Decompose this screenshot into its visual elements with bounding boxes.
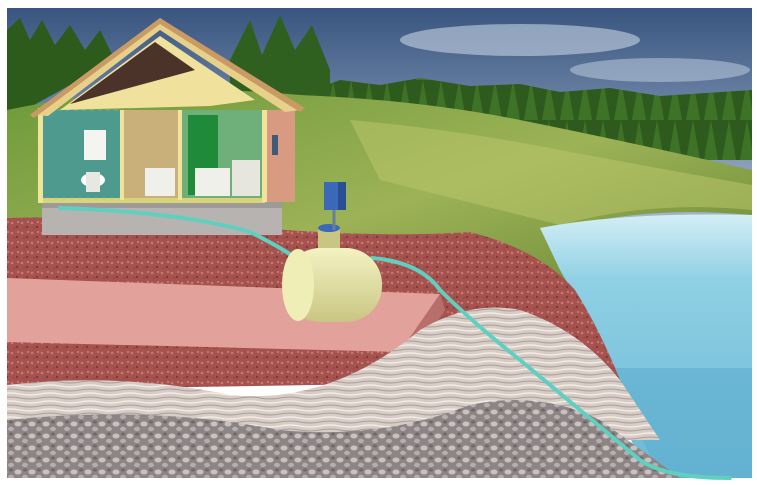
toilet-tank bbox=[84, 130, 106, 160]
sink-counter bbox=[232, 160, 260, 196]
house-drain-pipe bbox=[58, 206, 302, 264]
roof bbox=[30, 18, 300, 116]
toilet-base bbox=[86, 172, 100, 192]
effluent-pipe bbox=[370, 256, 732, 480]
house-floor bbox=[40, 195, 265, 203]
washer bbox=[145, 168, 175, 196]
house-frame-left bbox=[38, 108, 43, 203]
tank-riser-top bbox=[318, 224, 340, 232]
tank-riser bbox=[318, 228, 340, 248]
bedrock-layer bbox=[7, 400, 680, 478]
septic-tank-end bbox=[282, 249, 314, 321]
attic-dark bbox=[70, 42, 195, 104]
dishwasher bbox=[195, 168, 230, 196]
cloud bbox=[570, 58, 750, 82]
riser-box-side bbox=[338, 182, 346, 210]
partition bbox=[262, 110, 267, 202]
trees-left bbox=[7, 18, 115, 120]
lake-surface-edge bbox=[610, 368, 752, 478]
cloud bbox=[400, 24, 640, 56]
bathroom bbox=[42, 110, 122, 198]
garage-window bbox=[272, 135, 278, 155]
partition bbox=[120, 110, 124, 200]
partition bbox=[178, 110, 182, 200]
house-foundation-top bbox=[42, 200, 282, 208]
garage-wall bbox=[265, 110, 295, 202]
meadow bbox=[350, 120, 752, 225]
